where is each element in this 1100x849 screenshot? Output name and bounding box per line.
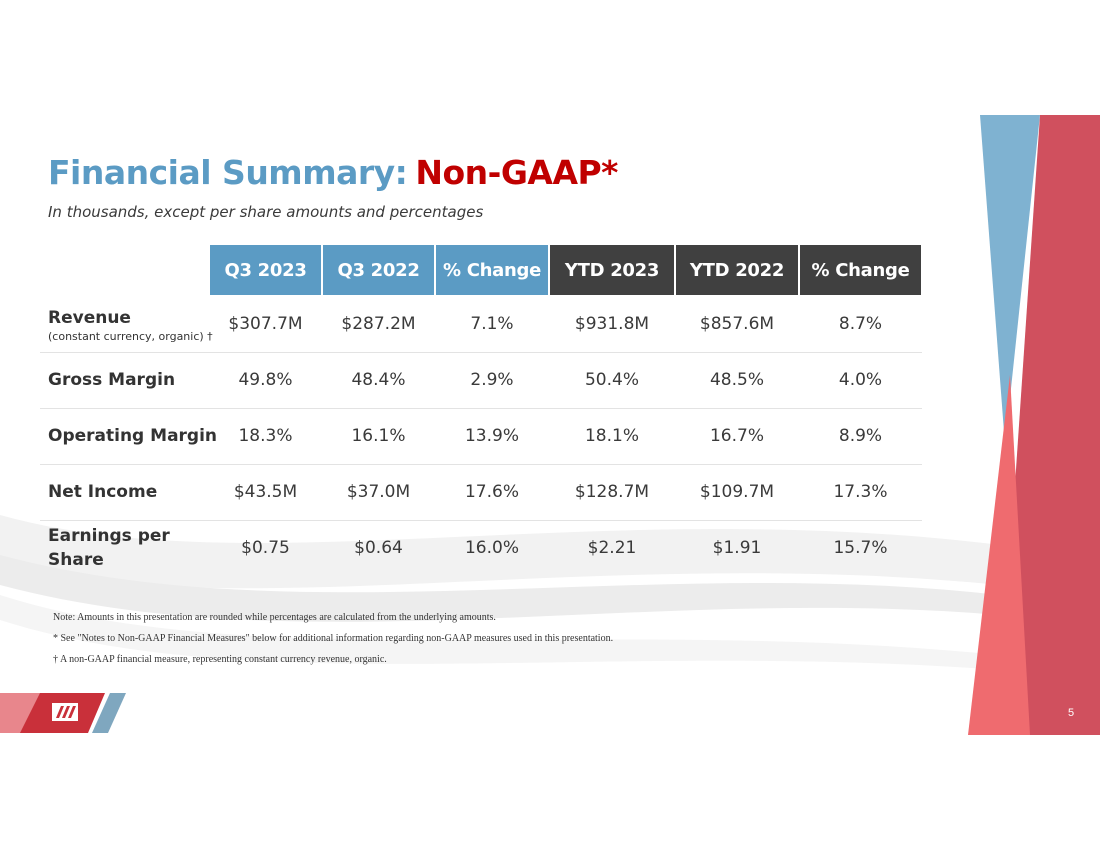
table-cell: 16.7% xyxy=(709,426,764,446)
table-cell: $109.7M xyxy=(699,482,775,502)
red-stripe-light-deco xyxy=(968,375,1030,735)
page-title: Financial Summary: Non-GAAP* xyxy=(48,153,618,192)
table-cell: $43.5M xyxy=(233,482,298,502)
footnote-constant-currency: † A non-GAAP financial measure, represen… xyxy=(53,654,387,665)
table-cell: 4.0% xyxy=(838,370,883,390)
table-cell: 48.4% xyxy=(351,370,406,390)
table-cell: 18.1% xyxy=(584,426,639,446)
table-cell: 7.1% xyxy=(470,314,514,334)
table-cell: $0.75 xyxy=(241,538,290,558)
table-row-net-income: Net Income $43.5M $37.0M 17.6% $128.7M $… xyxy=(40,464,922,521)
table-cell: $0.64 xyxy=(354,538,403,558)
page-subtitle: In thousands, except per share amounts a… xyxy=(48,203,484,221)
table-cell: $2.21 xyxy=(587,538,637,558)
company-logo-icon xyxy=(52,703,78,721)
slide: Financial Summary: Non-GAAP* In thousands… xyxy=(0,115,1100,735)
row-sublabel: (constant currency, organic) † xyxy=(48,330,213,343)
table-cell: 17.6% xyxy=(464,482,519,502)
footnote-non-gaap: * See "Notes to Non-GAAP Financial Measu… xyxy=(53,633,614,644)
footer-blue-stripe xyxy=(92,693,126,733)
column-header-ytd-2023: YTD 2023 xyxy=(550,245,674,295)
table-cell: $931.8M xyxy=(574,314,650,334)
footer-red-fade xyxy=(0,693,40,733)
table-cell: $37.0M xyxy=(346,482,411,502)
table-cell: $128.7M xyxy=(574,482,650,502)
column-header-ytd-change: % Change xyxy=(800,245,921,295)
table-row-earnings-per-share: Earnings per Share $0.75 $0.64 16.0% $2.… xyxy=(40,520,922,576)
table-cell: 49.8% xyxy=(238,370,293,390)
row-label: Gross Margin xyxy=(48,370,176,390)
row-label: Operating Margin xyxy=(48,426,218,446)
table-cell: 50.4% xyxy=(584,370,639,390)
table-cell: 13.9% xyxy=(464,426,519,446)
column-header-ytd-2022: YTD 2022 xyxy=(676,245,798,295)
footnote-rounding: Note: Amounts in this presentation are r… xyxy=(53,612,496,623)
table-row-gross-margin: Gross Margin 49.8% 48.4% 2.9% 50.4% 48.5… xyxy=(40,352,922,409)
table-cell: 2.9% xyxy=(470,370,514,390)
page-number: 5 xyxy=(1068,707,1075,719)
table-row-revenue: Revenue (constant currency, organic) † $… xyxy=(40,296,922,353)
table-cell: $1.91 xyxy=(712,538,762,558)
table-cell: $857.6M xyxy=(699,314,775,334)
table-row-operating-margin: Operating Margin 18.3% 16.1% 13.9% 18.1%… xyxy=(40,408,922,465)
table-cell: $287.2M xyxy=(341,314,416,334)
background-swoosh xyxy=(0,515,1000,670)
decorative-shapes xyxy=(0,115,1100,735)
table-cell: 48.5% xyxy=(709,370,764,390)
table-cell: 15.7% xyxy=(833,538,888,558)
table-cell: 8.7% xyxy=(838,314,883,334)
row-label: Revenue (constant currency, organic) † xyxy=(48,308,213,343)
table-cell: 17.3% xyxy=(833,482,888,502)
table-cell: $307.7M xyxy=(228,314,303,334)
footnotes: Note: Amounts in this presentation are r… xyxy=(53,607,613,670)
column-header-q3-2023: Q3 2023 xyxy=(210,245,321,295)
column-header-q3-2022: Q3 2022 xyxy=(323,245,434,295)
row-label: Earnings per Share xyxy=(48,526,170,570)
red-stripe-deco xyxy=(998,115,1100,735)
row-label: Net Income xyxy=(48,482,158,502)
table-cell: 16.0% xyxy=(464,538,519,558)
table-cell: 18.3% xyxy=(238,426,293,446)
column-header-q3-change: % Change xyxy=(436,245,548,295)
table-cell: 8.9% xyxy=(838,426,883,446)
table-cell: 16.1% xyxy=(351,426,406,446)
blue-triangle-deco xyxy=(980,115,1040,445)
